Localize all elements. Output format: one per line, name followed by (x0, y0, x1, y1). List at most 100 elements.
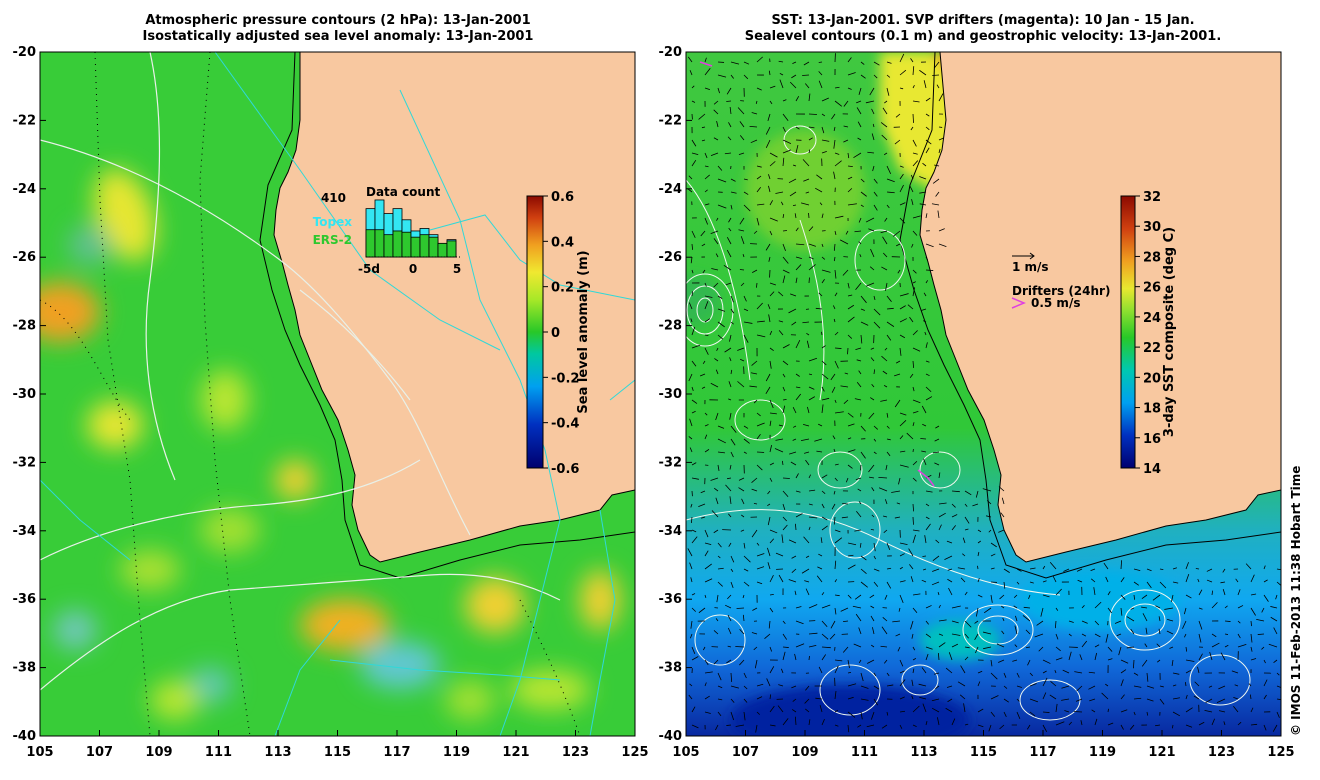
velocity-arrow (886, 542, 891, 551)
velocity-arrow (1120, 669, 1127, 674)
velocity-arrow (1234, 684, 1239, 687)
velocity-arrow (1158, 628, 1161, 635)
velocity-arrow (699, 373, 706, 377)
velocity-arrow (769, 330, 773, 336)
velocity-arrow (868, 412, 875, 420)
velocity-arrow (1050, 680, 1057, 687)
left-lon-tick-label: 117 (383, 745, 410, 760)
velocity-arrow (948, 587, 953, 596)
velocity-arrow (691, 326, 696, 336)
velocity-arrow (791, 555, 797, 559)
velocity-arrow (856, 100, 862, 104)
velocity-arrow (789, 81, 797, 89)
velocity-arrow (781, 460, 784, 466)
sst-colorbar-tick-label: 28 (1143, 250, 1161, 265)
velocity-arrow (925, 721, 928, 726)
right-lon-tick-label: 119 (1089, 745, 1116, 760)
velocity-arrow (691, 139, 697, 147)
velocity-arrow (932, 451, 940, 454)
velocity-arrow (795, 126, 800, 130)
velocity-arrow (704, 347, 709, 355)
velocity-arrow (717, 672, 722, 681)
velocity-arrow (767, 562, 771, 570)
velocity-arrow (1146, 672, 1149, 682)
inset-bar-ers2 (410, 236, 421, 258)
velocity-arrow (768, 314, 771, 323)
velocity-arrow (975, 646, 979, 654)
velocity-arrow (925, 243, 934, 248)
left-lon-axis: 105 107 109 111 113 115 117 119 121 123 125 (26, 730, 649, 760)
velocity-arrow (938, 472, 941, 479)
velocity-arrow (690, 318, 693, 323)
velocity-arrow (779, 73, 784, 76)
velocity-arrow (821, 243, 824, 247)
velocity-arrow (977, 708, 984, 713)
velocity-arrow (833, 318, 836, 323)
left-lat-tick-label: -30 (13, 387, 37, 402)
velocity-arrow (925, 269, 934, 271)
velocity-arrow (749, 385, 758, 388)
velocity-arrow (767, 490, 771, 495)
velocity-arrow (818, 666, 823, 674)
velocity-arrow (821, 654, 827, 661)
right-lon-tick-label: 123 (1208, 745, 1235, 760)
velocity-arrow (858, 87, 862, 96)
velocity-arrow (769, 575, 774, 583)
velocity-arrow (974, 620, 979, 624)
velocity-arrow (691, 462, 697, 466)
velocity-arrow (1077, 579, 1083, 583)
velocity-arrow (885, 282, 888, 291)
velocity-arrow (756, 334, 766, 338)
velocity-arrow (717, 438, 726, 444)
velocity-arrow (789, 451, 797, 455)
velocity-arrow (782, 516, 787, 522)
velocity-arrow (688, 694, 693, 700)
velocity-arrow (858, 241, 862, 245)
right-lat-tick-label: -24 (659, 182, 683, 197)
velocity-arrow (818, 71, 823, 76)
velocity-arrow (1142, 613, 1148, 622)
velocity-arrow (689, 447, 693, 453)
velocity-arrow (880, 122, 888, 128)
velocity-arrow (1184, 633, 1187, 638)
velocity-arrow (743, 451, 747, 454)
velocity-arrow (701, 126, 706, 129)
velocity-arrow (847, 449, 856, 453)
velocity-arrow (820, 537, 823, 544)
velocity-arrow (847, 176, 853, 180)
velocity-arrow (912, 461, 918, 466)
velocity-arrow (782, 139, 792, 145)
velocity-arrow (1042, 565, 1046, 570)
velocity-arrow (892, 620, 901, 623)
velocity-arrow (730, 672, 733, 682)
velocity-arrow (782, 275, 786, 284)
velocity-arrow (767, 503, 771, 507)
velocity-arrow (690, 516, 693, 524)
velocity-arrow (990, 553, 996, 557)
velocity-arrow (808, 126, 815, 129)
velocity-arrow (860, 321, 869, 326)
velocity-arrow (919, 696, 927, 700)
velocity-arrow (717, 555, 721, 559)
velocity-arrow (1055, 646, 1061, 652)
velocity-arrow (1029, 567, 1036, 570)
velocity-arrow (983, 607, 992, 614)
velocity-arrow (726, 237, 732, 245)
velocity-arrow (1055, 657, 1063, 661)
velocity-arrow (847, 203, 857, 206)
velocity-arrow (873, 369, 876, 375)
velocity-arrow (1107, 722, 1114, 726)
velocity-arrow (897, 269, 901, 274)
velocity-arrow (754, 659, 758, 669)
velocity-arrow (884, 347, 888, 351)
velocity-arrow (1120, 577, 1125, 583)
velocity-arrow (869, 476, 875, 479)
velocity-arrow (1245, 563, 1252, 570)
pressure-contours (40, 52, 561, 691)
velocity-arrow (832, 435, 836, 440)
velocity-arrow (1068, 721, 1072, 726)
velocity-arrow (1185, 707, 1193, 713)
sla-colorbar-label: Sea level anomaly (m) (576, 250, 591, 413)
velocity-arrow (815, 187, 823, 193)
velocity-arrow (870, 397, 875, 401)
